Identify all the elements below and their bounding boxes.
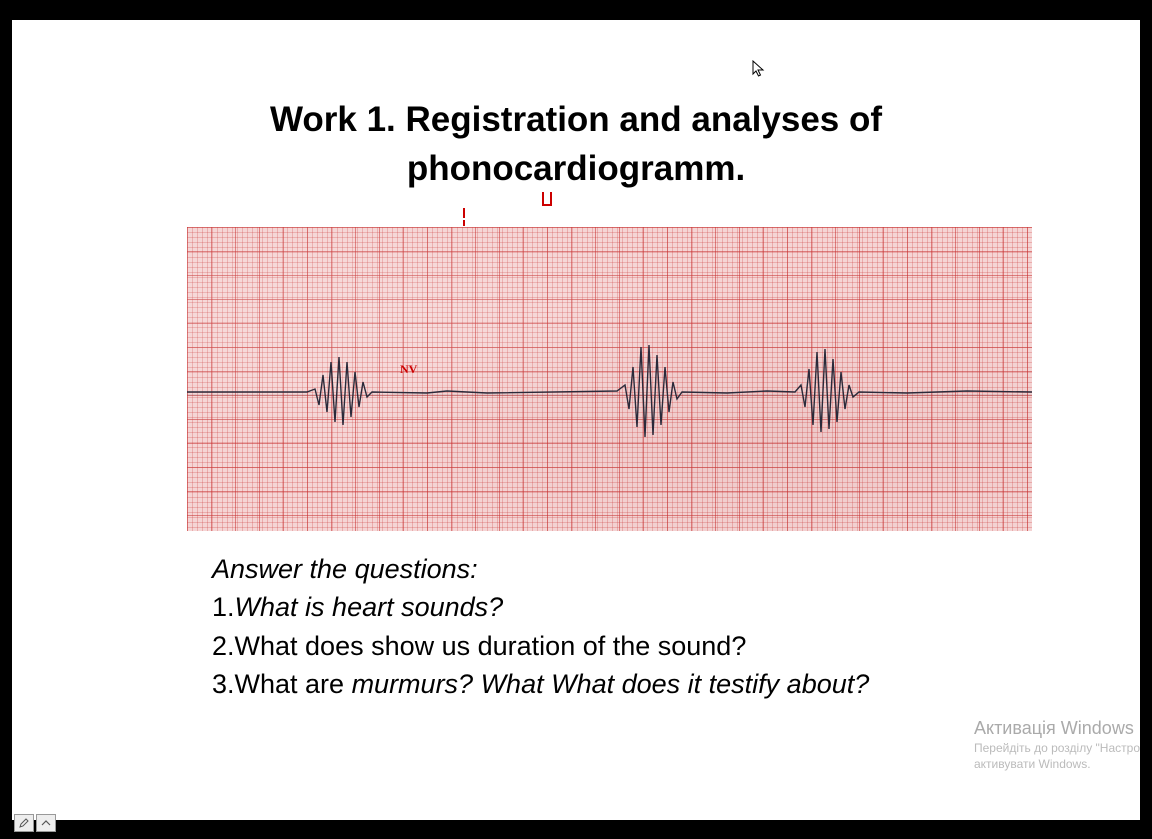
question-1: 1.What is heart sounds? xyxy=(212,588,1152,626)
nv-annotation: NV xyxy=(400,362,417,377)
slide-title: Work 1. Registration and analyses of pho… xyxy=(12,95,1140,193)
watermark-line-2: активувати Windows. xyxy=(974,757,1140,773)
pen-icon xyxy=(18,817,30,829)
watermark-line-1: Перейдіть до розділу "Настро xyxy=(974,741,1140,757)
red-mark-icon xyxy=(463,220,465,226)
slide: Work 1. Registration and analyses of pho… xyxy=(12,20,1140,820)
red-mark-icon xyxy=(463,208,465,218)
pcg-trace xyxy=(187,227,1032,531)
title-line-2: phonocardiogramm. xyxy=(407,149,745,188)
title-line-1: Work 1. Registration and analyses of xyxy=(270,100,882,139)
questions-header: Answer the questions: xyxy=(212,550,1152,588)
mouse-cursor-icon xyxy=(752,60,766,78)
menu-up-icon xyxy=(40,818,52,828)
text-cursor-indicator xyxy=(542,192,552,206)
windows-activation-watermark: Активація Windows Перейдіть до розділу "… xyxy=(974,718,1140,772)
presentation-toolbar xyxy=(14,814,56,832)
question-3: 3.What are murmurs? What What does it te… xyxy=(212,665,1152,703)
menu-button[interactable] xyxy=(36,814,56,832)
questions-block: Answer the questions: 1.What is heart so… xyxy=(212,550,1152,703)
pen-tool-button[interactable] xyxy=(14,814,34,832)
watermark-title: Активація Windows xyxy=(974,718,1140,739)
phonocardiogram-image xyxy=(187,227,1032,531)
question-2: 2.What does show us duration of the soun… xyxy=(212,627,1152,665)
